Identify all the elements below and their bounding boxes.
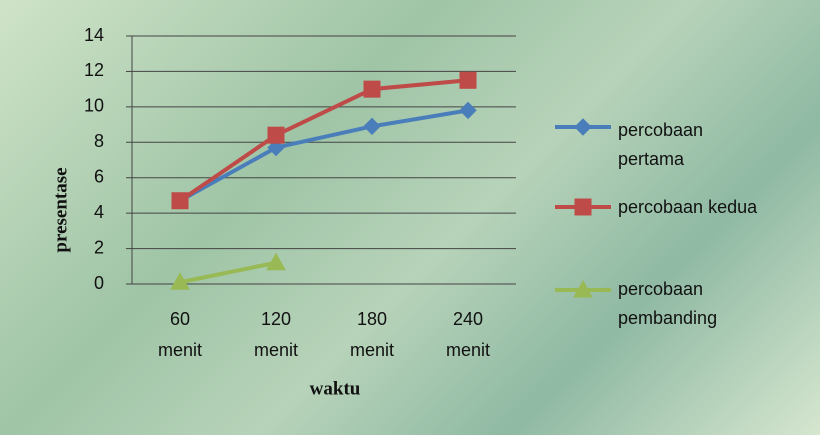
marker (171, 192, 189, 210)
series-line (178, 78, 469, 203)
legend-label: percobaan pertama (618, 120, 704, 169)
y-tick-label: 6 (94, 166, 104, 186)
x-tick-label: 120 menit (253, 309, 298, 360)
marker (459, 71, 477, 89)
x-tick-label: 60 menit (157, 309, 202, 360)
legend-marker (574, 118, 592, 136)
legend-label: percobaan kedua (618, 197, 758, 217)
y-tick-label: 2 (94, 237, 104, 257)
series-line (179, 108, 469, 203)
x-tick-label: 180 menit (349, 309, 394, 360)
legend-label: percobaan pembanding (618, 279, 718, 328)
marker (266, 252, 286, 271)
y-tick-label: 12 (84, 60, 104, 80)
marker (363, 80, 381, 98)
y-tick-label: 14 (84, 25, 104, 45)
marker (363, 117, 381, 136)
y-tick-label: 4 (94, 202, 104, 222)
y-axis-title: presentase (50, 167, 71, 252)
series-line (179, 260, 277, 285)
legend-marker (574, 198, 592, 216)
x-tick-label: 240 menit (445, 309, 490, 360)
y-tick-label: 8 (94, 131, 104, 151)
marker (459, 101, 477, 120)
x-axis-title: waktu (310, 378, 361, 399)
marker (170, 272, 190, 290)
marker (267, 126, 285, 144)
y-tick-label: 0 (94, 273, 104, 293)
legend-marker (573, 279, 593, 298)
y-tick-label: 10 (84, 96, 104, 116)
